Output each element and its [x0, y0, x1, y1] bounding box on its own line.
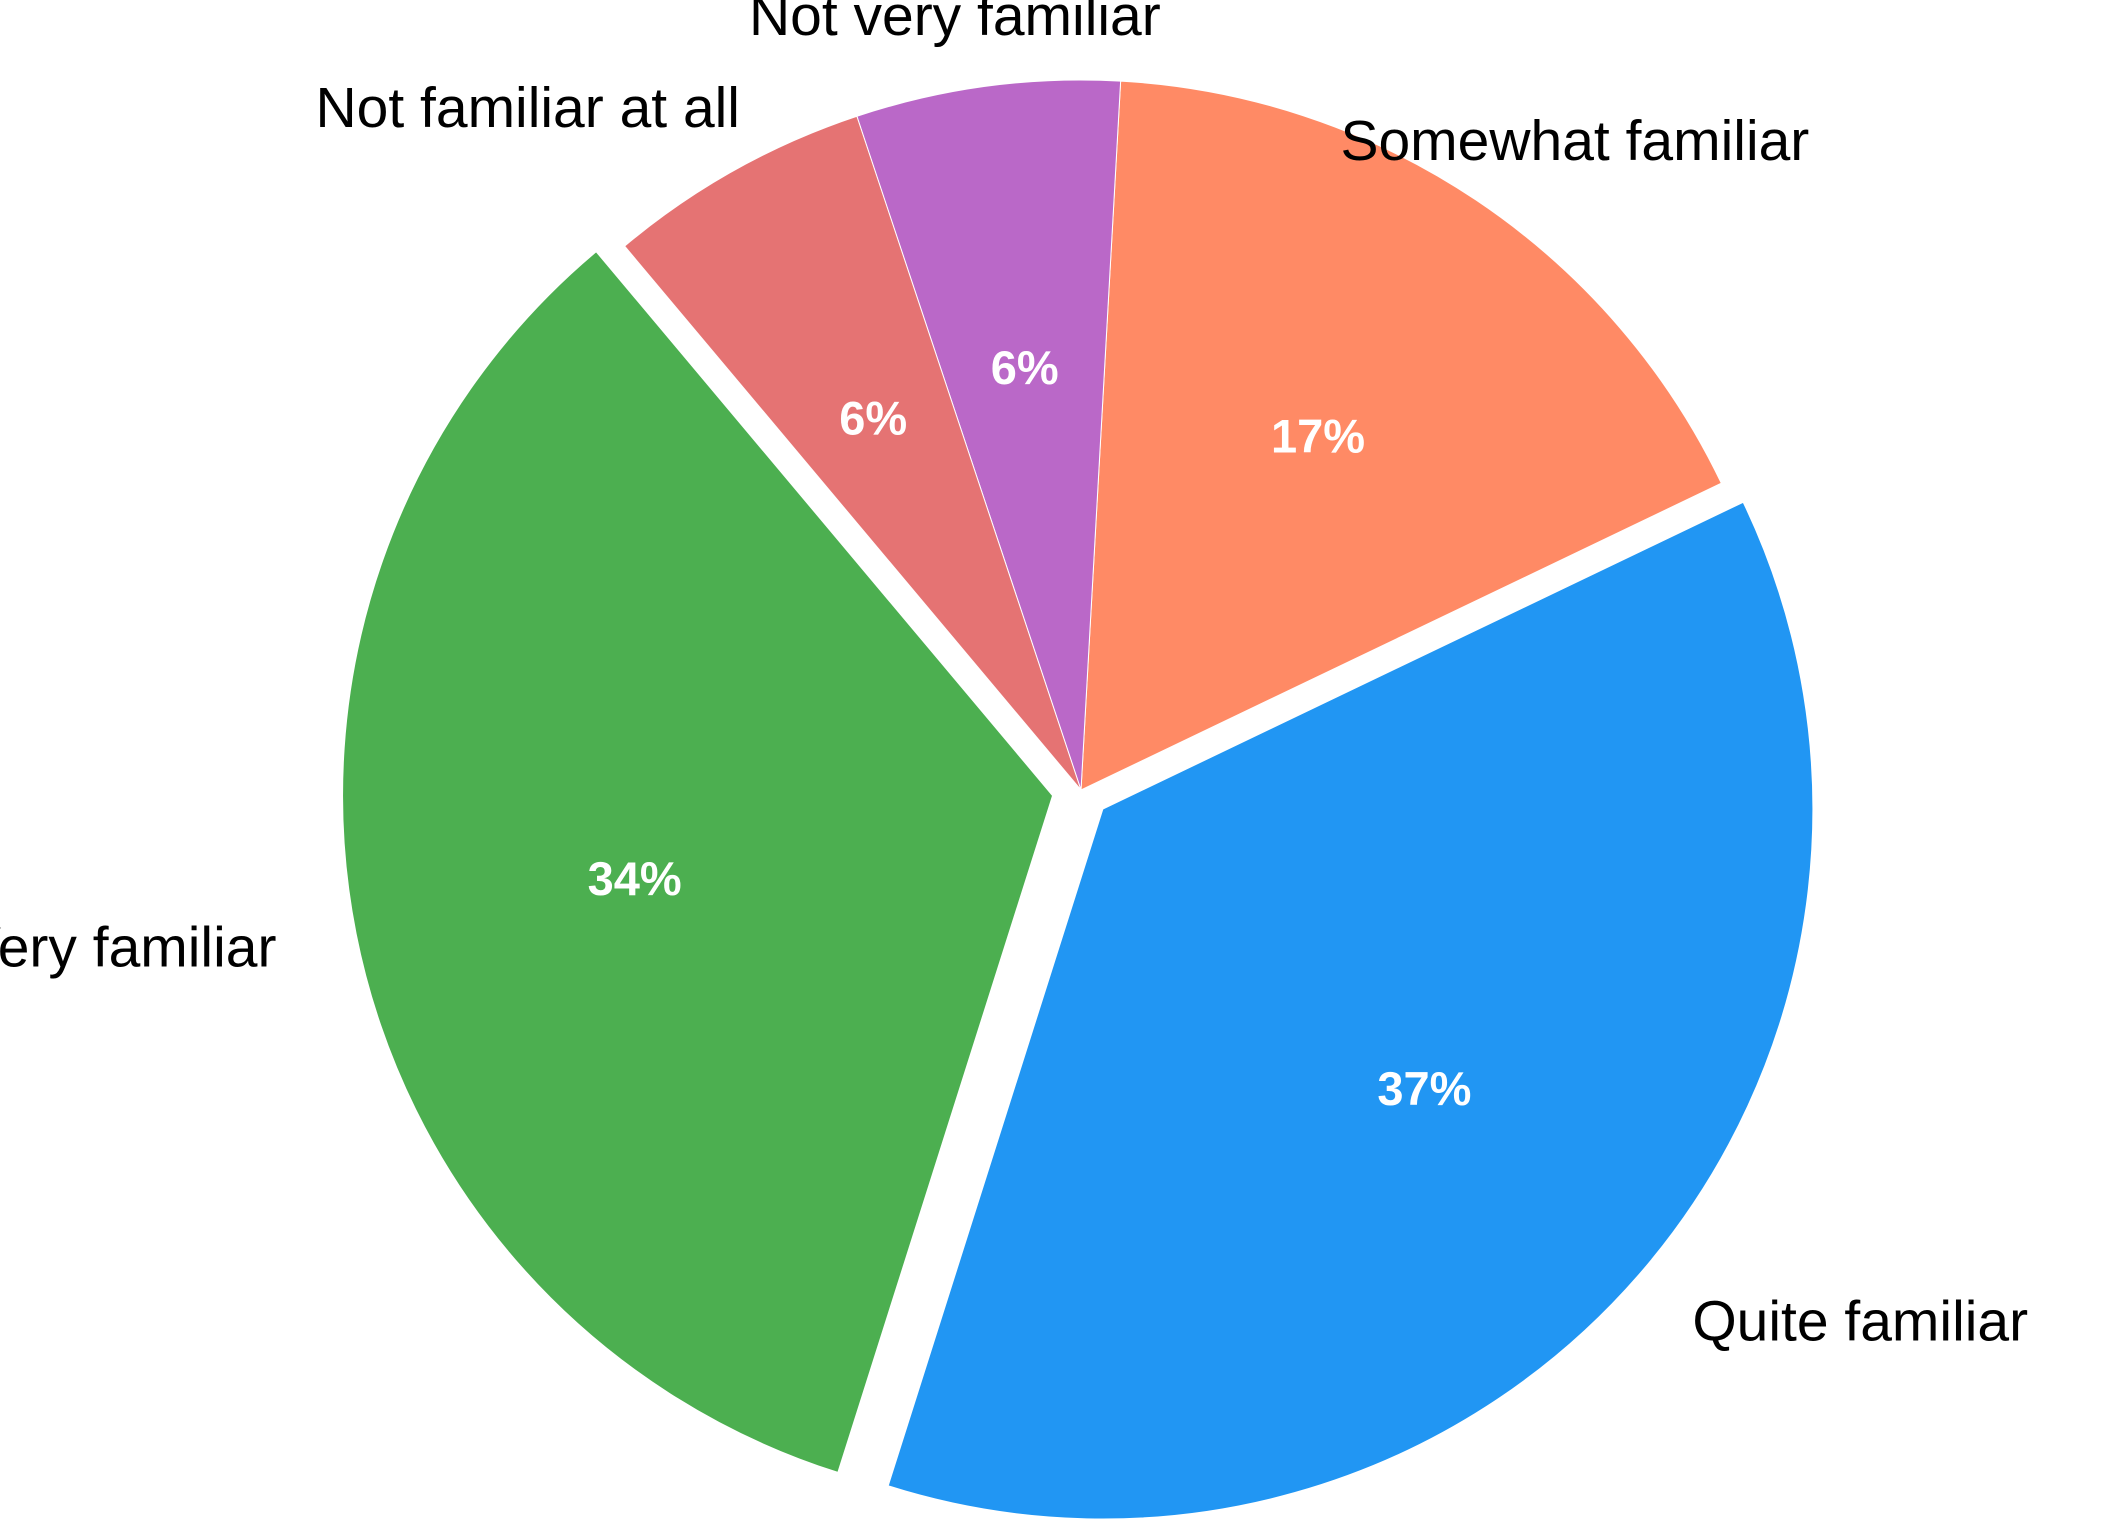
- category-label-quite-familiar: Quite familiar: [1692, 1289, 2028, 1353]
- percent-label-very-familiar: 34%: [588, 852, 682, 905]
- percent-label-quite-familiar: 37%: [1377, 1062, 1471, 1115]
- category-label-not-very-familiar: Not very familiar: [749, 0, 1161, 48]
- category-label-somewhat-familiar: Somewhat familiar: [1340, 109, 1809, 173]
- percent-labels: 34% 37% 17% 6% 6%: [588, 341, 1472, 1115]
- category-label-very-familiar: Very familiar: [0, 915, 276, 979]
- percent-label-somewhat-familiar: 17%: [1271, 410, 1365, 463]
- percent-label-not-very-familiar: 6%: [991, 341, 1059, 394]
- pie-slices: [342, 79, 1814, 1520]
- pie-slice-quite-familiar: [887, 501, 1814, 1520]
- category-labels: Very familiar Quite familiar Somewhat fami…: [0, 0, 2028, 1353]
- pie-slice-not-very-familiar: [856, 79, 1122, 791]
- percent-label-not-familiar-at-all: 6%: [839, 392, 907, 445]
- pie-slice-not-familiar-at-all: [623, 115, 1082, 791]
- category-label-not-familiar-at-all: Not familiar at all: [316, 76, 740, 140]
- pie-slice-very-familiar: [342, 251, 1054, 1474]
- pie-slice-somewhat-familiar: [1080, 80, 1722, 791]
